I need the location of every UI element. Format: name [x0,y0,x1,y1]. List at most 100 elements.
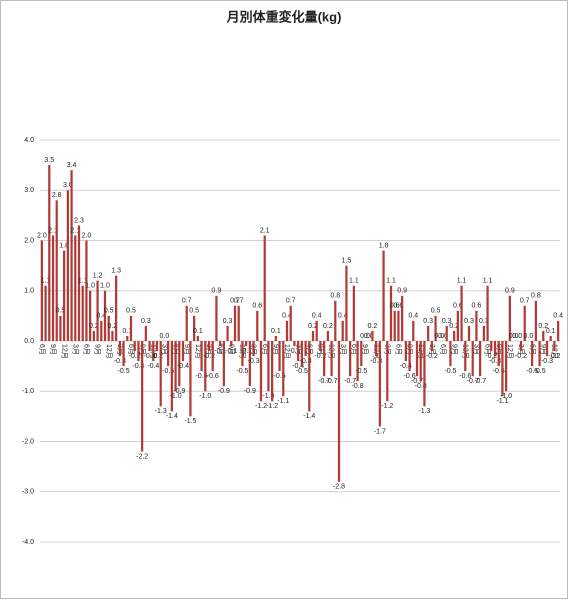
x-tick-label: 6月 [216,344,224,355]
bar [471,341,474,377]
x-tick-label: 12月 [194,344,202,359]
bar [345,265,348,341]
bar [155,341,159,352]
data-label: -0.6 [196,373,208,380]
data-label: -0.7 [326,378,338,385]
bar [445,325,448,341]
bar [263,235,266,341]
data-label: 0.1 [271,328,281,335]
bar [152,341,155,362]
bar [77,225,81,341]
bar [401,295,404,341]
data-label: 0.9 [505,288,515,295]
data-label: 0.2 [89,323,99,330]
bar [323,341,326,377]
data-label: -0.7 [318,378,330,385]
data-label: -0.9 [173,388,185,395]
data-label: 0.5 [104,308,114,315]
bar [100,320,103,341]
y-tick-label: -4.0 [22,539,34,546]
bar [137,341,140,362]
bar [259,341,263,402]
bar [107,315,110,341]
data-label: 1.0 [100,283,110,290]
data-label: 0.1 [122,328,132,335]
chart-title: 月別体重変化量(kg) [226,9,342,24]
x-tick-label: 9月 [539,344,547,355]
bar [453,330,456,341]
y-tick-label: 0.0 [24,338,34,345]
data-label: 0.5 [126,308,136,315]
data-label: 0.2 [368,323,378,330]
bar [508,295,511,341]
data-label: -0.3 [370,358,382,365]
bar [326,330,329,341]
data-label: -0.3 [489,358,501,365]
data-label: 0.4 [282,313,292,320]
data-label: 0.3 [141,318,151,325]
data-label: 0.3 [223,318,233,325]
bar [479,341,482,377]
data-label: 3.5 [44,157,54,164]
data-label: -0.9 [218,388,230,395]
data-label: 2.3 [74,217,84,224]
data-label: 0.9 [212,288,222,295]
data-label: 0.4 [96,313,106,320]
data-label: -0.2 [144,353,156,360]
bar [415,341,419,377]
bar [222,341,225,387]
data-label: 0.0 [364,333,374,340]
x-tick-label: 6月 [484,344,492,355]
data-label: 0.2 [108,323,118,330]
x-tick-label: 12月 [105,344,113,359]
bar [430,341,433,352]
bar [501,341,504,397]
bar [129,315,133,341]
data-label: 0.2 [323,323,333,330]
data-label: -0.4 [400,363,412,370]
bar [237,305,240,341]
data-label: 0.7 [182,298,192,305]
x-tick-label: 9月 [272,344,280,355]
bar [271,341,274,402]
x-tick-label: 6月 [127,344,135,355]
data-label: 0.4 [408,313,418,320]
bar [505,341,508,392]
bar [486,285,489,341]
data-label: 0.7 [520,298,530,305]
bar [126,335,129,341]
data-label: -1.1 [277,398,289,405]
data-label: 0.5 [56,308,66,315]
bar [464,341,467,372]
bar [538,341,541,367]
data-label: 0.4 [338,313,348,320]
bar [519,341,523,352]
data-label: 1.1 [483,278,493,285]
data-label: -0.7 [467,378,479,385]
bar [267,341,270,392]
bar [493,341,497,357]
data-label: -0.2 [515,353,527,360]
bar [51,235,55,341]
x-tick-label: 12月 [506,344,514,359]
bar [549,335,552,341]
data-label: 0.2 [449,323,459,330]
data-label: -0.3 [541,358,553,365]
bar [449,341,452,367]
x-tick-label: 6月 [83,344,91,355]
data-label: -0.3 [114,358,126,365]
bar [170,341,173,412]
y-tick-label: -3.0 [22,489,34,496]
bar [48,165,51,341]
data-label: -0.1 [240,348,252,355]
data-label: -2.8 [333,484,345,491]
bar [341,320,344,341]
bar [308,341,311,412]
bar [293,341,296,347]
bar [545,341,549,357]
data-label: 0.0 [434,333,444,340]
data-label: -0.2 [151,353,163,360]
data-label: -0.3 [248,358,260,365]
data-label: 0.6 [472,303,482,310]
data-label: -0.2 [203,353,215,360]
